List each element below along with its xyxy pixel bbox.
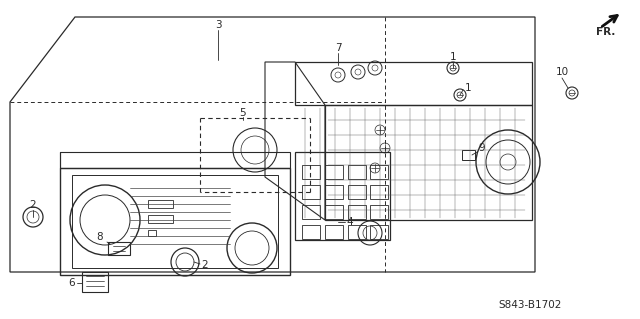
Text: 6: 6 xyxy=(68,278,76,288)
Text: 1: 1 xyxy=(450,52,456,62)
Text: 1: 1 xyxy=(465,83,471,93)
Text: 10: 10 xyxy=(556,67,568,77)
Text: 2: 2 xyxy=(29,200,36,210)
Text: 4: 4 xyxy=(347,217,353,227)
Text: 7: 7 xyxy=(335,43,341,53)
Text: 3: 3 xyxy=(214,20,221,30)
Text: 2: 2 xyxy=(202,260,208,270)
Text: FR.: FR. xyxy=(596,27,616,37)
Text: 5: 5 xyxy=(240,108,246,118)
Text: 8: 8 xyxy=(97,232,103,242)
Text: 9: 9 xyxy=(479,143,485,153)
Text: S843-B1702: S843-B1702 xyxy=(499,300,562,310)
